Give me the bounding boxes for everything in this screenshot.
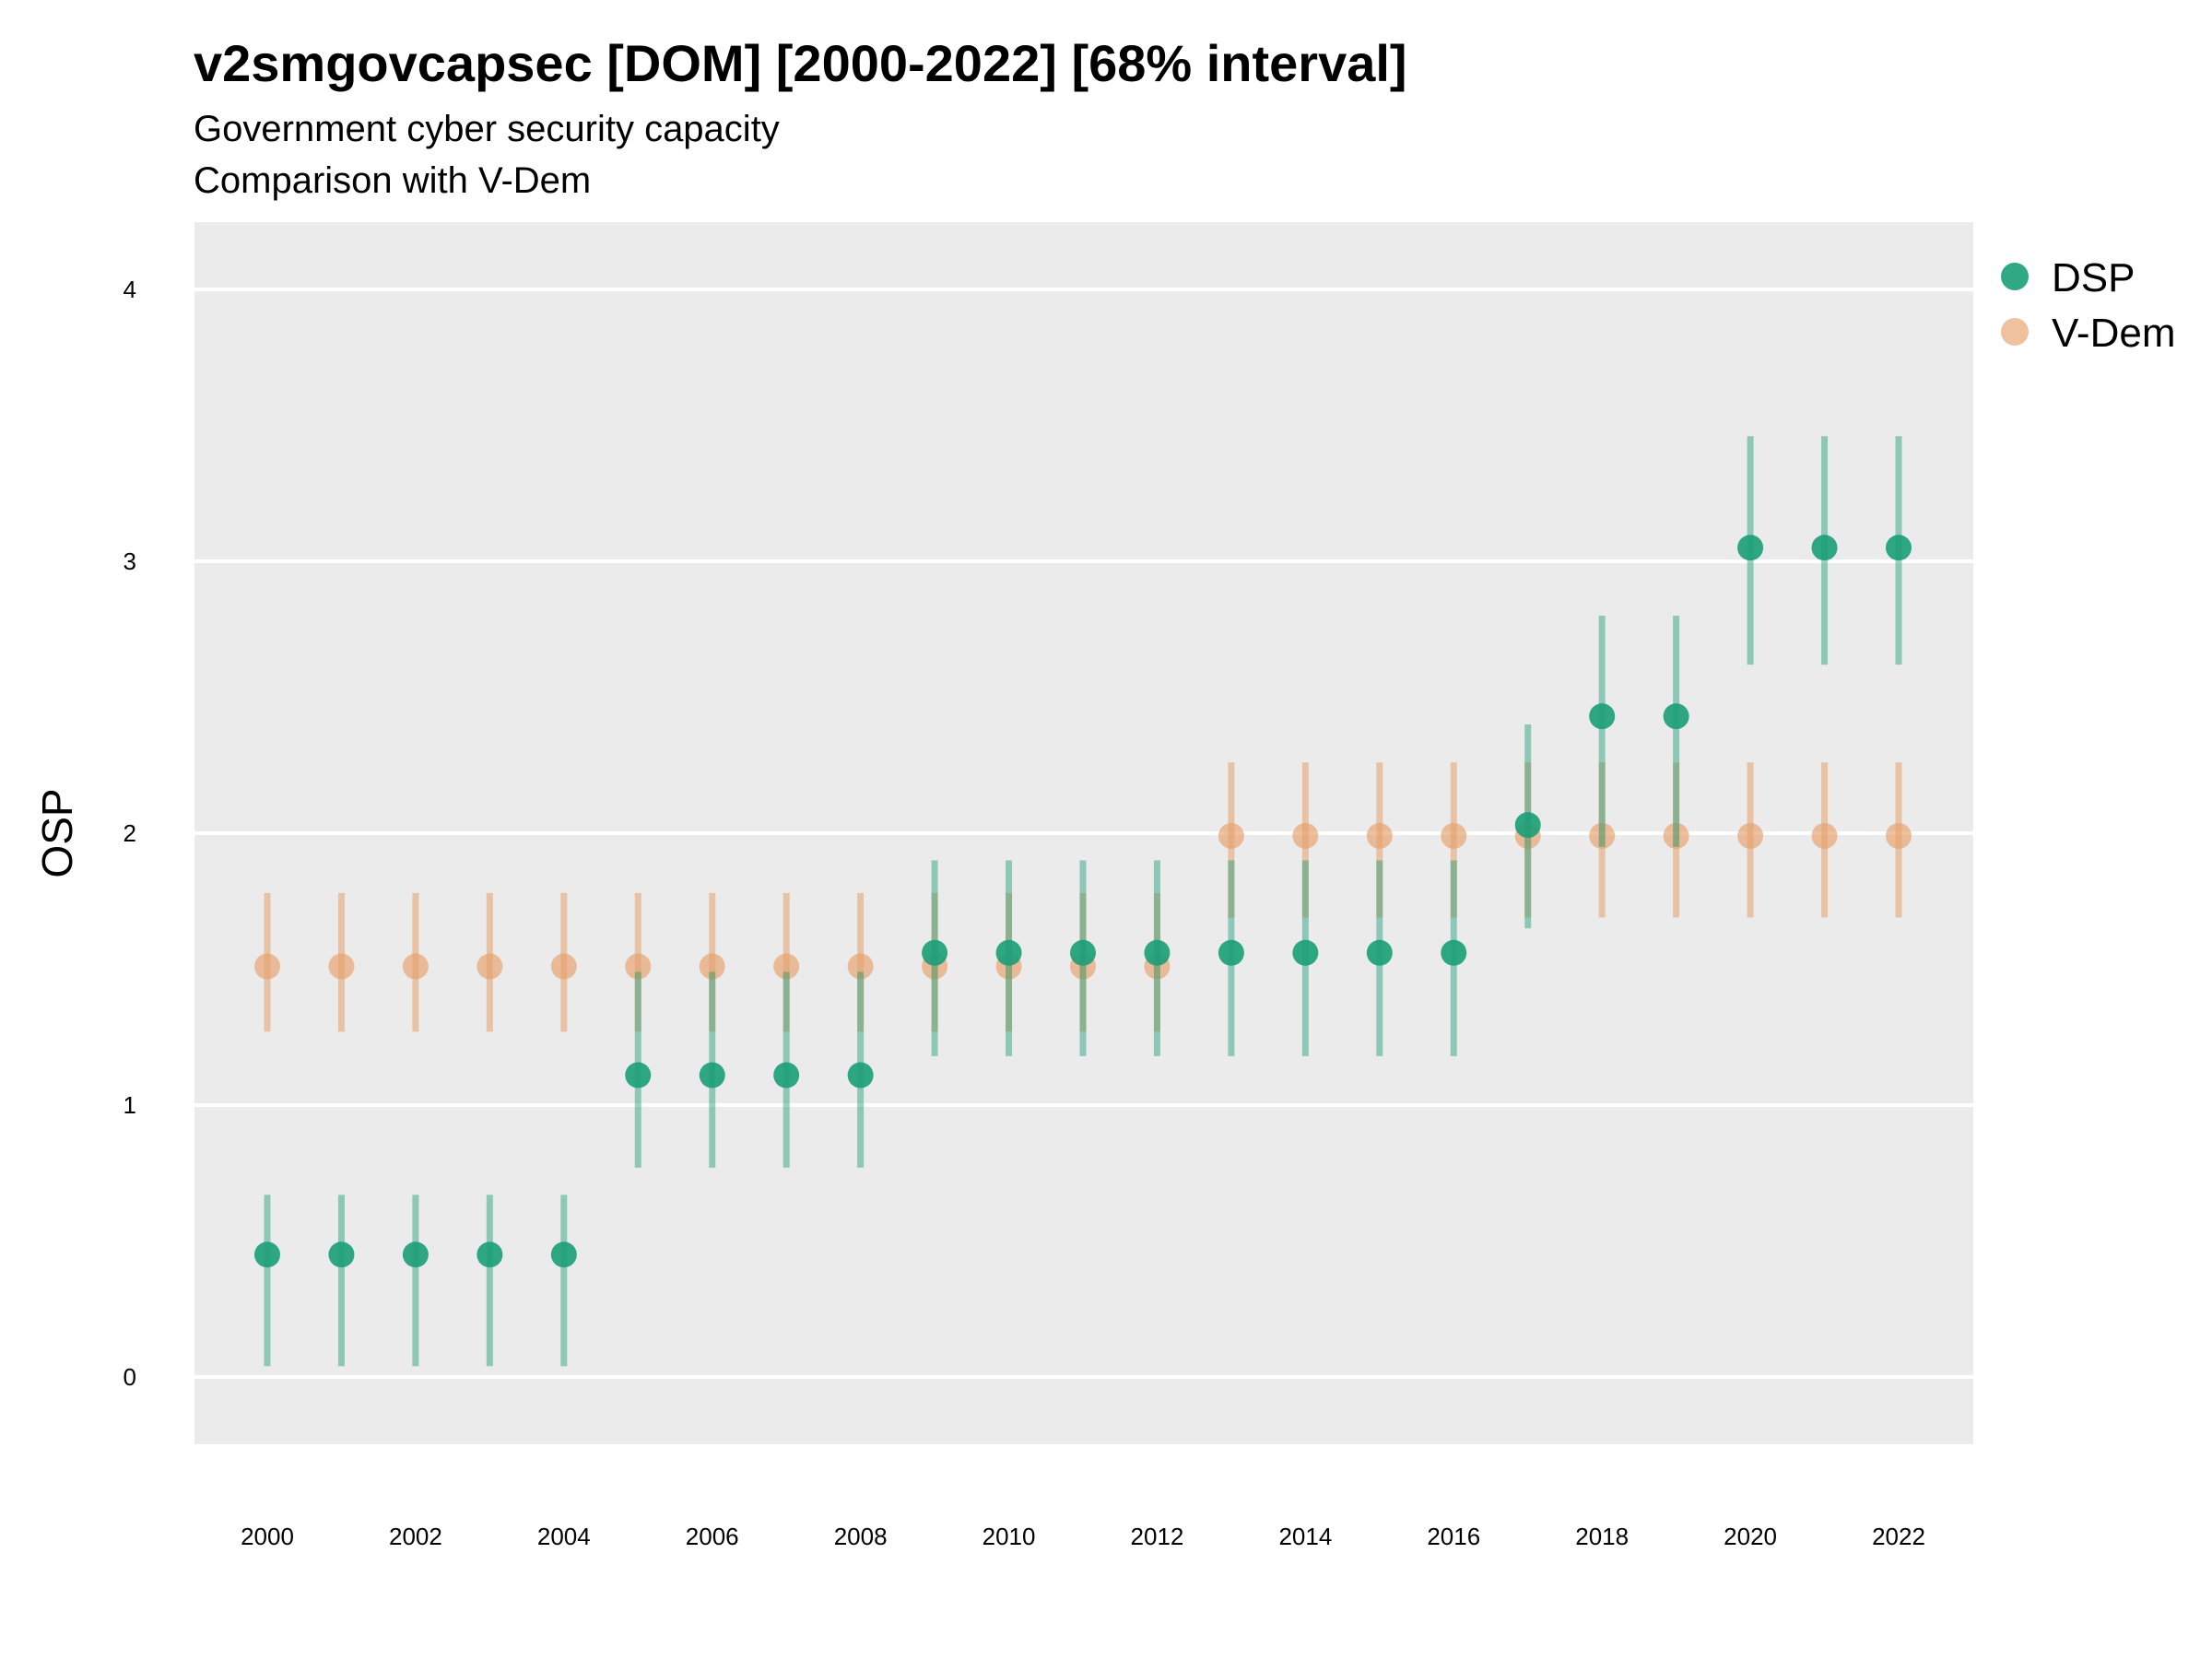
x-tick-label: 2012 bbox=[1131, 1523, 1184, 1550]
x-tick-label: 2008 bbox=[834, 1523, 888, 1550]
data-point bbox=[1366, 939, 1393, 966]
data-point bbox=[847, 953, 874, 980]
y-tick-label: 3 bbox=[124, 547, 136, 575]
data-point bbox=[625, 1062, 652, 1088]
data-point bbox=[1886, 822, 1912, 849]
data-point bbox=[1292, 939, 1319, 966]
data-point bbox=[1811, 535, 1838, 561]
data-point bbox=[1441, 939, 1467, 966]
data-point bbox=[625, 953, 652, 980]
data-point bbox=[995, 939, 1022, 966]
x-tick-label: 2014 bbox=[1278, 1523, 1332, 1550]
data-point bbox=[1663, 822, 1689, 849]
data-point bbox=[1366, 822, 1393, 849]
data-point bbox=[1070, 939, 1096, 966]
data-point bbox=[922, 939, 948, 966]
data-point bbox=[1514, 812, 1541, 839]
data-point bbox=[1663, 703, 1689, 730]
data-point bbox=[477, 953, 503, 980]
data-point bbox=[1589, 703, 1616, 730]
y-axis-label: OSP bbox=[33, 788, 81, 877]
data-point bbox=[773, 1062, 800, 1088]
data-point bbox=[254, 953, 280, 980]
data-point bbox=[1737, 822, 1764, 849]
y-tick-label: 4 bbox=[124, 276, 136, 303]
x-tick-label: 2016 bbox=[1427, 1523, 1480, 1550]
x-tick-label: 2004 bbox=[537, 1523, 591, 1550]
y-tick-label: 1 bbox=[124, 1091, 136, 1119]
x-tick-label: 2018 bbox=[1575, 1523, 1629, 1550]
series-dsp bbox=[254, 436, 1912, 1367]
x-tick-label: 2006 bbox=[686, 1523, 739, 1550]
x-tick-label: 2022 bbox=[1872, 1523, 1925, 1550]
data-point bbox=[699, 1062, 725, 1088]
data-point bbox=[402, 953, 429, 980]
data-point bbox=[699, 953, 725, 980]
data-point bbox=[1441, 822, 1467, 849]
data-point bbox=[1218, 939, 1244, 966]
data-point bbox=[550, 953, 577, 980]
data-point bbox=[1737, 535, 1764, 561]
data-point bbox=[1886, 535, 1912, 561]
x-tick-label: 2002 bbox=[389, 1523, 442, 1550]
data-point bbox=[1589, 822, 1616, 849]
data-point bbox=[847, 1062, 874, 1088]
data-point bbox=[254, 1241, 280, 1268]
data-point bbox=[402, 1241, 429, 1268]
x-tick-label: 2010 bbox=[982, 1523, 1036, 1550]
data-point bbox=[328, 1241, 355, 1268]
data-point bbox=[1144, 939, 1171, 966]
data-point bbox=[328, 953, 355, 980]
chart-subtitle-comparison: Comparison with V-Dem bbox=[194, 160, 592, 201]
legend-key-dsp bbox=[2001, 263, 2029, 290]
data-point bbox=[1811, 822, 1838, 849]
legend: DSP V-Dem bbox=[2001, 255, 2175, 356]
data-point bbox=[773, 953, 800, 980]
x-tick-label: 2000 bbox=[241, 1523, 294, 1550]
legend-label: V-Dem bbox=[2052, 311, 2175, 356]
chart-title: v2smgovcapsec [DOM] [2000-2022] [68% int… bbox=[194, 34, 1407, 92]
y-tick-label: 2 bbox=[124, 819, 136, 847]
data-point bbox=[1218, 822, 1244, 849]
data-point bbox=[550, 1241, 577, 1268]
data-point bbox=[477, 1241, 503, 1268]
data-point bbox=[1292, 822, 1319, 849]
y-tick-label: 0 bbox=[124, 1363, 136, 1391]
legend-label: DSP bbox=[2052, 255, 2135, 300]
chart-subtitle: Government cyber security capacity bbox=[194, 109, 780, 149]
legend-key-v-dem bbox=[2001, 318, 2029, 346]
x-tick-label: 2020 bbox=[1724, 1523, 1777, 1550]
